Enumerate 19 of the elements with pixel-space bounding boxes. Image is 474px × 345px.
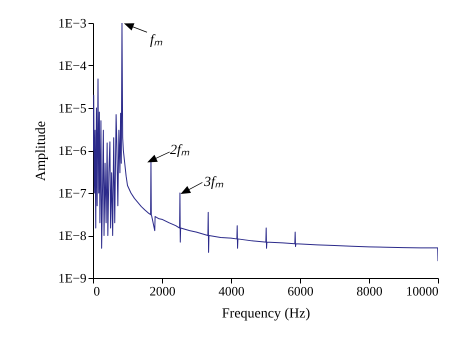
x-axis-title: Frequency (Hz) <box>222 306 310 322</box>
y-tick-label: 1E−6 <box>58 143 87 158</box>
x-tick-label: 0 <box>94 284 100 298</box>
annotation: 3fₘ <box>202 175 224 190</box>
y-tick-label: 1E−3 <box>58 16 86 30</box>
x-tick-label: 8000 <box>356 284 382 298</box>
annotation: 2fₘ <box>170 142 190 158</box>
y-tick-label: 1E−5 <box>58 100 86 116</box>
y-tick-label: 1E−9 <box>58 270 86 286</box>
x-tick-label: 4000 <box>218 284 244 298</box>
y-tick-label: 1E−8 <box>58 228 86 243</box>
x-tick-label: 2000 <box>150 284 176 298</box>
x-tick-label: 6000 <box>288 284 314 298</box>
line-series <box>93 23 438 262</box>
y-axis-title: Amplitude <box>34 121 50 181</box>
y-tick-label: 1E−7 <box>58 186 87 200</box>
annotation: fₘ <box>150 33 163 48</box>
y-tick-label: 1E−4 <box>58 58 87 73</box>
x-tick-label: 10000 <box>406 284 438 298</box>
